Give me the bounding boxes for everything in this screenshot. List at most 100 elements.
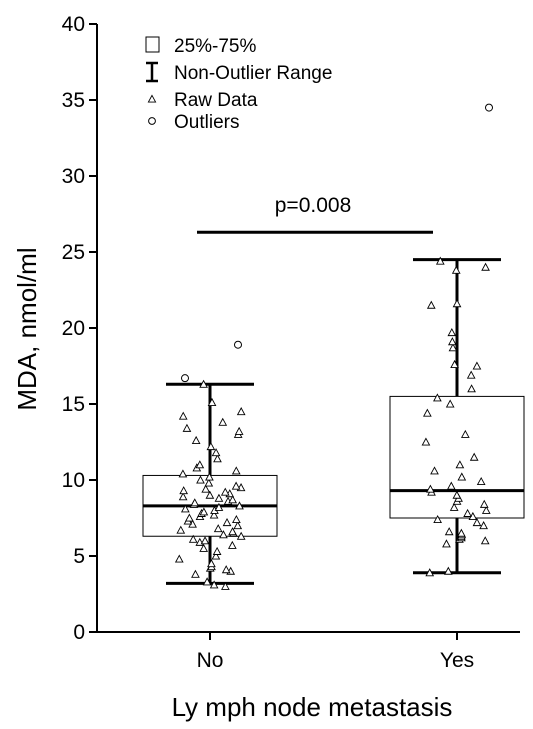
raw-data-point xyxy=(426,484,435,493)
raw-data-point xyxy=(448,337,457,346)
raw-data-point xyxy=(182,423,192,432)
legend-label: Outliers xyxy=(174,112,239,133)
raw-data-point xyxy=(199,379,208,388)
raw-data-point xyxy=(190,498,200,507)
raw-data-point xyxy=(205,472,214,481)
p-value-annotation: p=0.008 xyxy=(197,194,433,234)
raw-data-point xyxy=(199,543,209,552)
raw-data-point xyxy=(178,469,188,478)
raw-data-point xyxy=(221,581,230,590)
raw-data-point xyxy=(211,551,221,560)
raw-data-point xyxy=(433,514,442,524)
raw-data-point xyxy=(433,393,442,402)
raw-data-point xyxy=(426,300,436,309)
raw-data-point xyxy=(196,475,205,484)
raw-data-point xyxy=(191,569,200,578)
y-tick-label: 15 xyxy=(62,393,85,416)
legend-label: 25%-75% xyxy=(174,36,256,57)
raw-data-point xyxy=(228,495,238,504)
raw-data-point xyxy=(211,448,221,457)
raw-data-point xyxy=(423,408,432,417)
raw-data-point xyxy=(221,565,231,574)
raw-data-point xyxy=(195,460,205,469)
legend-label: Non-Outlier Range xyxy=(174,63,332,84)
raw-data-point xyxy=(463,508,472,517)
y-tick-label: 20 xyxy=(62,317,85,340)
raw-data-point xyxy=(481,262,490,271)
raw-data-point xyxy=(219,530,228,539)
plot-area xyxy=(142,103,525,590)
raw-data-point xyxy=(435,256,445,265)
raw-data-point xyxy=(231,466,241,475)
raw-data-point xyxy=(476,476,486,486)
raw-data-point xyxy=(479,499,489,508)
raw-data-point xyxy=(204,478,214,487)
raw-data-point xyxy=(227,540,237,549)
raw-data-point xyxy=(430,466,439,475)
raw-data-point xyxy=(200,536,210,545)
raw-data-point xyxy=(235,501,244,510)
raw-data-point xyxy=(185,513,194,522)
raw-data-point xyxy=(191,435,201,444)
raw-data-point xyxy=(174,554,184,563)
box-group-yes xyxy=(389,103,525,577)
raw-data-point xyxy=(201,484,211,493)
raw-data-point xyxy=(455,460,465,469)
raw-data-point xyxy=(179,486,189,495)
raw-data-point xyxy=(467,384,476,393)
x-tick-label: Yes xyxy=(440,649,474,672)
raw-data-point xyxy=(188,534,198,543)
raw-data-point xyxy=(209,580,219,589)
outlier-point xyxy=(181,374,189,383)
x-tick-label: No xyxy=(197,649,224,672)
raw-data-point xyxy=(232,514,241,524)
raw-data-point xyxy=(472,361,482,370)
raw-data-point xyxy=(234,426,244,435)
raw-data-point xyxy=(442,539,451,548)
raw-data-point xyxy=(236,407,246,416)
y-tick-label: 25 xyxy=(62,241,85,264)
raw-data-point xyxy=(205,490,215,499)
raw-data-point xyxy=(447,328,457,337)
outlier-point xyxy=(485,103,493,112)
raw-data-point xyxy=(425,568,435,577)
raw-data-point xyxy=(207,397,217,406)
raw-data-point xyxy=(452,490,462,499)
raw-data-point xyxy=(457,472,467,481)
y-axis-label: MDA, nmol/ml xyxy=(12,247,42,410)
raw-data-point xyxy=(228,527,237,536)
y-tick-label: 35 xyxy=(62,89,85,112)
raw-data-point xyxy=(206,442,216,451)
raw-data-point xyxy=(202,577,212,586)
raw-data-point xyxy=(222,518,232,527)
y-tick-label: 40 xyxy=(62,13,85,36)
outlier-point xyxy=(234,340,242,349)
raw-data-point xyxy=(212,546,222,555)
raw-data-point xyxy=(236,531,246,540)
raw-data-point xyxy=(451,265,461,274)
raw-data-point xyxy=(452,299,462,308)
raw-data-point xyxy=(449,502,459,511)
box-group-no xyxy=(142,340,278,590)
raw-data-point xyxy=(444,527,454,536)
raw-data-point xyxy=(445,399,455,408)
raw-data-point xyxy=(199,507,209,516)
y-tick-label: 0 xyxy=(73,621,85,644)
y-tick-label: 5 xyxy=(73,545,85,568)
raw-data-point xyxy=(214,493,224,502)
raw-data-point xyxy=(448,343,458,352)
raw-data-point xyxy=(469,452,479,461)
raw-data-point xyxy=(480,536,490,545)
raw-data-point xyxy=(450,359,459,368)
raw-data-point xyxy=(207,559,216,568)
raw-data-point xyxy=(457,528,466,537)
axes: 0 5 10 15 20 25 30 35 40 No Yes xyxy=(62,13,520,672)
raw-data-point xyxy=(213,524,223,533)
x-axis-label: Ly mph node metastasis xyxy=(172,692,453,722)
raw-data-point xyxy=(460,429,470,438)
raw-data-point xyxy=(231,481,241,490)
y-tick-label: 30 xyxy=(62,165,85,188)
raw-data-point xyxy=(214,502,224,511)
